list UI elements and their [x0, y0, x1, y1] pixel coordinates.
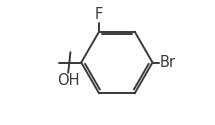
- Text: OH: OH: [57, 73, 79, 88]
- Text: Br: Br: [160, 55, 176, 70]
- Text: F: F: [95, 7, 103, 22]
